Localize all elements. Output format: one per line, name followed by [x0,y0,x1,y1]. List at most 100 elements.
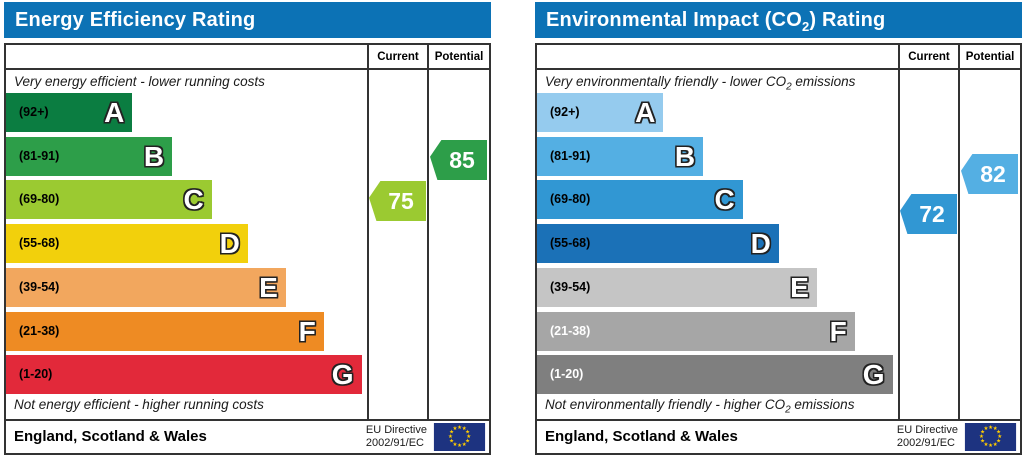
band-range: (69-80) [550,192,591,206]
energy-rating-table: Current Potential Very energy efficient … [4,43,491,455]
potential-column-header: Potential [434,51,484,63]
svg-text:★: ★ [988,425,993,431]
svg-text:★: ★ [984,442,989,448]
svg-text:★: ★ [449,429,454,435]
svg-text:★: ★ [457,425,462,431]
band-letter: C [183,184,204,215]
energy-efficiency-chart: Energy Efficiency Rating Current Potenti… [4,2,491,457]
column-divider [367,45,369,419]
band-range: (55-68) [19,236,60,250]
column-header-row: Current Potential [6,45,489,70]
svg-text:★: ★ [988,443,993,449]
potential-rating-marker: 82 [961,154,1018,194]
band-g: (1-20) G [6,355,362,394]
rating-bands: (92+) A (81-91) B (69-80) C (55-68) D (3… [537,93,898,394]
band-g: (1-20) G [537,355,893,394]
band-letter: G [862,359,885,390]
svg-text:★: ★ [453,426,458,432]
band-b: (81-91) B [6,137,173,176]
band-range: (39-54) [550,280,591,294]
band-a: (92+) A [6,93,133,132]
svg-text:★: ★ [980,429,985,435]
environmental-impact-chart: Environmental Impact (CO2) Rating Curren… [535,2,1022,457]
svg-text:★: ★ [462,426,467,432]
energy-chart-title: Energy Efficiency Rating [4,2,491,38]
eu-flag-icon: ★ ★ ★ ★ ★ ★ ★ ★ ★ ★ ★ ★ [964,423,1017,451]
svg-text:★: ★ [984,426,989,432]
svg-text:★: ★ [449,439,454,445]
current-rating-marker: 72 [900,194,957,234]
band-range: (21-38) [19,324,60,338]
svg-text:★: ★ [997,434,1002,440]
rating-bands: (92+) A (81-91) B (69-80) C (55-68) D (3… [6,93,367,394]
potential-column-header: Potential [965,51,1015,63]
band-d: (55-68) D [537,224,779,263]
band-letter: B [674,141,696,172]
band-range: (69-80) [19,192,60,206]
chart-footer: England, Scotland & Wales EU Directive 2… [537,419,1020,453]
band-c: (69-80) C [6,180,212,219]
band-e: (39-54) E [6,268,286,307]
svg-text:★: ★ [457,443,462,449]
band-letter: B [143,141,165,172]
band-letter: E [790,272,809,303]
column-divider [958,45,960,419]
svg-text:★: ★ [465,439,470,445]
band-letter: D [219,228,240,259]
top-caption: Very environmentally friendly - lower CO… [545,74,856,93]
eu-flag-icon: ★ ★ ★ ★ ★ ★ ★ ★ ★ ★ ★ ★ [433,423,486,451]
band-range: (92+) [550,105,580,119]
bottom-caption: Not environmentally friendly - higher CO… [545,397,855,416]
svg-text:★: ★ [980,439,985,445]
band-f: (21-38) F [6,312,324,351]
co2-chart-title: Environmental Impact (CO2) Rating [535,2,1022,38]
band-letter: A [104,97,125,128]
band-range: (92+) [19,105,49,119]
co2-rating-table: Current Potential Very environmentally f… [535,43,1022,455]
band-d: (55-68) D [6,224,248,263]
band-range: (81-91) [550,149,591,163]
band-range: (81-91) [19,149,60,163]
band-a: (92+) A [537,93,664,132]
svg-text:★: ★ [979,434,984,440]
band-range: (1-20) [550,367,584,381]
column-divider [427,45,429,419]
current-rating-marker: 75 [369,181,426,221]
svg-text:★: ★ [453,442,458,448]
svg-text:★: ★ [462,442,467,448]
title-subscript: 2 [801,19,810,34]
chart-footer: England, Scotland & Wales EU Directive 2… [6,419,489,453]
band-range: (39-54) [19,280,60,294]
band-c: (69-80) C [537,180,743,219]
current-column-header: Current [908,51,950,63]
bottom-caption: Not energy efficient - higher running co… [14,397,264,412]
band-e: (39-54) E [537,268,817,307]
band-letter: A [635,97,656,128]
band-letter: C [714,184,735,215]
column-header-row: Current Potential [537,45,1020,70]
band-f: (21-38) F [537,312,855,351]
band-letter: F [829,316,847,347]
title-suffix: ) Rating [809,9,886,31]
region-label: England, Scotland & Wales [14,428,207,445]
band-range: (1-20) [19,367,53,381]
band-letter: G [331,359,354,390]
eu-directive-label: EU Directive 2002/91/EC [896,424,958,449]
band-letter: D [750,228,771,259]
top-caption: Very energy efficient - lower running co… [14,74,265,89]
region-label: England, Scotland & Wales [545,428,738,445]
svg-text:★: ★ [993,426,998,432]
band-range: (55-68) [550,236,591,250]
title-text: Environmental Impact (CO [546,9,802,31]
band-range: (21-38) [550,324,591,338]
svg-text:★: ★ [993,442,998,448]
svg-text:★: ★ [466,434,471,440]
band-b: (81-91) B [537,137,704,176]
svg-text:★: ★ [465,429,470,435]
svg-text:★: ★ [996,429,1001,435]
svg-text:★: ★ [996,439,1001,445]
potential-rating-marker: 85 [430,140,487,180]
title-text: Energy Efficiency Rating [15,9,256,31]
band-letter: F [298,316,316,347]
column-divider [898,45,900,419]
